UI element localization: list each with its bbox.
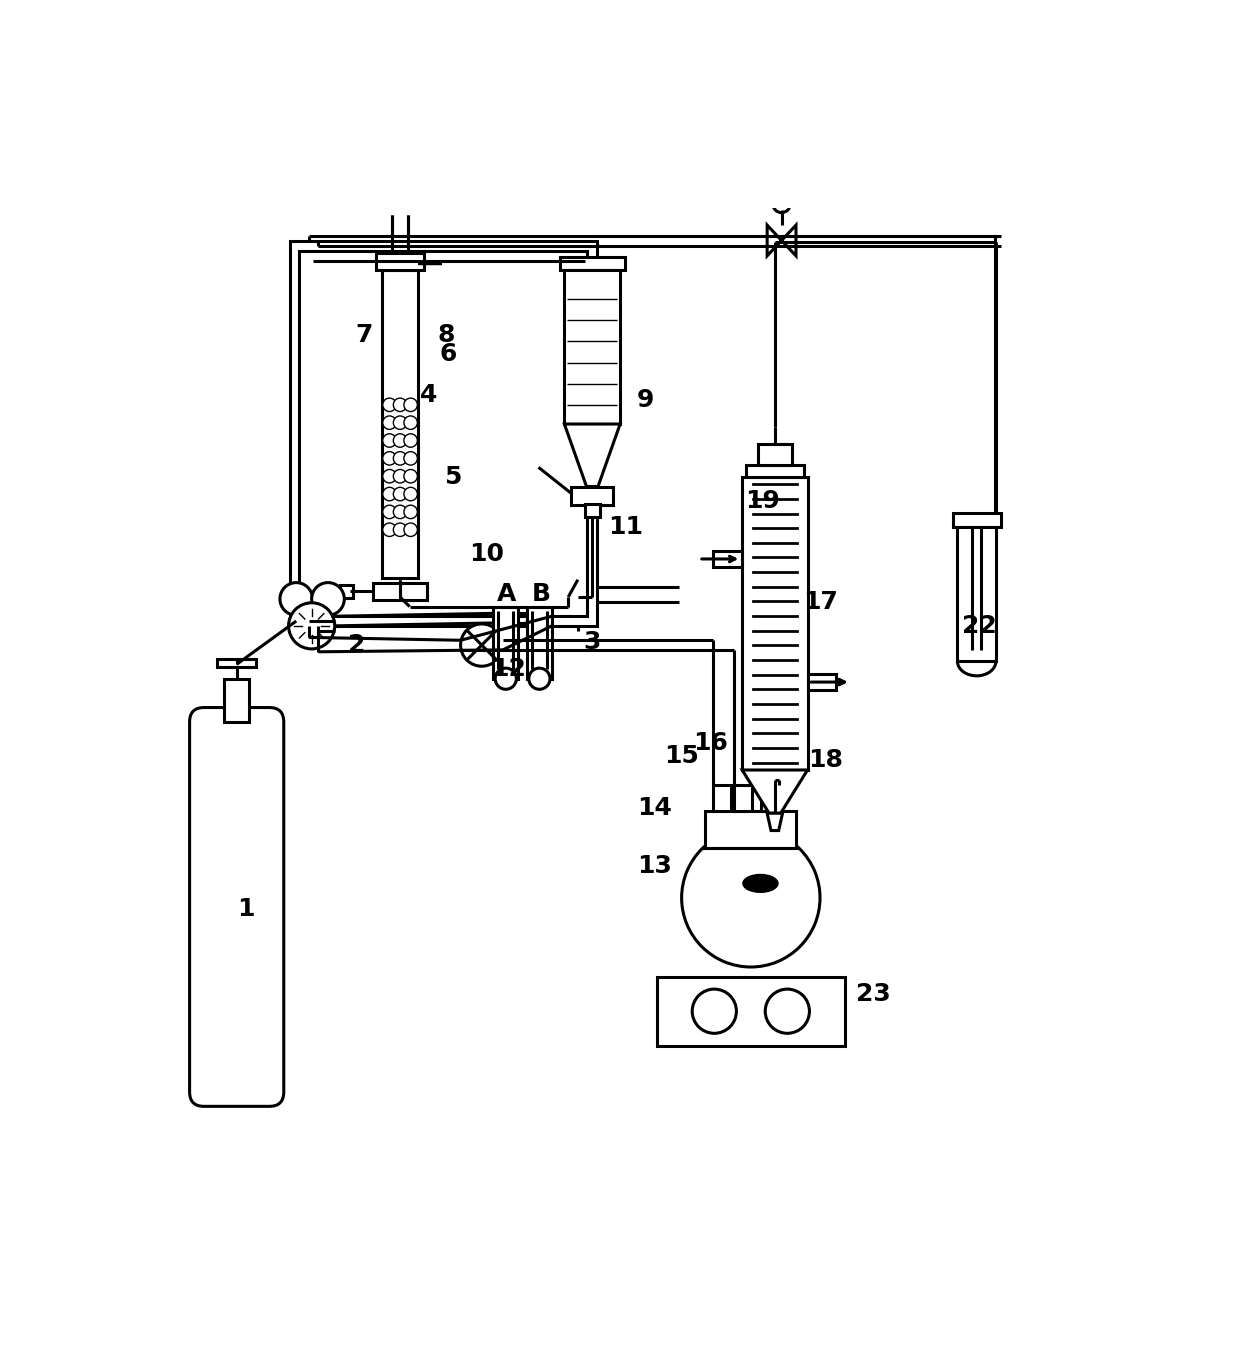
- Bar: [224, 679, 249, 722]
- Circle shape: [393, 451, 407, 465]
- Text: 3: 3: [584, 630, 601, 654]
- Bar: [743, 477, 807, 770]
- Circle shape: [393, 416, 407, 429]
- Text: 18: 18: [808, 748, 843, 773]
- Text: 1: 1: [238, 897, 255, 921]
- Bar: [376, 254, 424, 270]
- Circle shape: [383, 488, 397, 500]
- Bar: [734, 785, 751, 811]
- Text: 10: 10: [469, 541, 503, 566]
- Circle shape: [765, 990, 810, 1033]
- Bar: [527, 607, 552, 679]
- Text: 13: 13: [637, 855, 672, 878]
- Circle shape: [404, 433, 418, 447]
- Circle shape: [404, 523, 418, 537]
- Bar: [952, 514, 1001, 527]
- Circle shape: [280, 582, 312, 615]
- Polygon shape: [564, 424, 620, 487]
- Bar: [564, 270, 620, 424]
- Circle shape: [383, 451, 397, 465]
- Circle shape: [383, 469, 397, 483]
- Circle shape: [383, 416, 397, 429]
- Circle shape: [692, 990, 737, 1033]
- Circle shape: [393, 488, 407, 500]
- Text: 19: 19: [745, 489, 780, 512]
- Text: 6: 6: [439, 342, 456, 365]
- Circle shape: [404, 398, 418, 412]
- Circle shape: [393, 398, 407, 412]
- Circle shape: [383, 433, 397, 447]
- Text: B: B: [532, 582, 551, 607]
- Bar: [713, 551, 743, 567]
- Bar: [706, 811, 796, 848]
- Text: 14: 14: [637, 796, 672, 821]
- Circle shape: [393, 433, 407, 447]
- Bar: [807, 675, 836, 690]
- Text: 11: 11: [609, 515, 644, 538]
- Bar: [584, 504, 600, 517]
- Polygon shape: [768, 814, 782, 830]
- Circle shape: [404, 469, 418, 483]
- Text: 4: 4: [420, 383, 438, 408]
- Circle shape: [404, 416, 418, 429]
- Ellipse shape: [743, 874, 779, 893]
- Bar: [746, 465, 804, 477]
- Circle shape: [393, 523, 407, 537]
- Text: A: A: [497, 582, 516, 607]
- Text: 12: 12: [491, 657, 526, 682]
- FancyBboxPatch shape: [190, 707, 284, 1107]
- Bar: [299, 251, 588, 616]
- Circle shape: [393, 506, 407, 519]
- Text: 7: 7: [356, 323, 373, 346]
- Circle shape: [404, 488, 418, 500]
- Bar: [290, 241, 596, 626]
- Bar: [217, 660, 255, 667]
- Text: 2: 2: [348, 632, 366, 657]
- Text: 8: 8: [438, 323, 455, 346]
- Circle shape: [289, 602, 335, 649]
- Bar: [373, 582, 427, 600]
- Bar: [761, 785, 779, 811]
- Bar: [494, 607, 518, 679]
- Text: 5: 5: [444, 465, 461, 489]
- Bar: [559, 256, 625, 270]
- Text: 22: 22: [962, 613, 997, 638]
- Polygon shape: [743, 770, 807, 814]
- Circle shape: [383, 398, 397, 412]
- Circle shape: [404, 451, 418, 465]
- Text: 23: 23: [857, 981, 892, 1006]
- Bar: [758, 444, 792, 465]
- Text: 16: 16: [693, 731, 728, 755]
- Circle shape: [528, 668, 551, 690]
- Circle shape: [404, 506, 418, 519]
- Bar: [657, 977, 844, 1045]
- Polygon shape: [768, 225, 796, 256]
- Text: 15: 15: [665, 744, 699, 767]
- Bar: [957, 527, 996, 661]
- Bar: [713, 785, 730, 811]
- Text: 9: 9: [636, 388, 653, 412]
- Circle shape: [311, 582, 345, 615]
- Circle shape: [460, 624, 503, 667]
- Circle shape: [495, 668, 516, 690]
- Bar: [341, 585, 353, 598]
- Bar: [382, 270, 418, 578]
- Circle shape: [773, 195, 790, 213]
- Circle shape: [393, 469, 407, 483]
- Text: 17: 17: [804, 590, 838, 613]
- Circle shape: [383, 506, 397, 519]
- Circle shape: [383, 523, 397, 537]
- Bar: [572, 488, 614, 504]
